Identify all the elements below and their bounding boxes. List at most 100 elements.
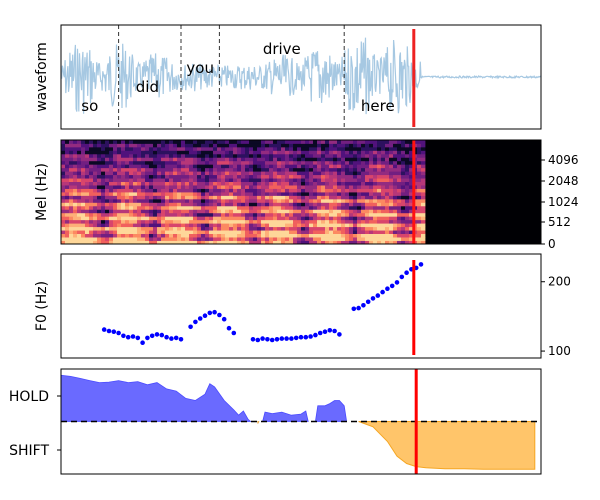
mel-cell — [229, 223, 234, 228]
mel-cell — [145, 230, 150, 234]
mel-cell — [177, 188, 182, 193]
mel-cell — [93, 226, 98, 231]
mel-cell — [309, 216, 314, 221]
mel-cell — [125, 216, 130, 221]
mel-cell — [237, 198, 242, 203]
mel-cell — [89, 167, 94, 172]
mel-cell — [249, 195, 254, 200]
mel-cell — [309, 192, 314, 196]
mel-cell — [237, 240, 242, 245]
mel-cell — [237, 164, 242, 169]
mel-cell — [293, 216, 298, 221]
mel-cell — [409, 146, 414, 151]
mel-cell — [105, 216, 110, 221]
mel-cell — [277, 160, 282, 165]
mel-cell — [221, 230, 226, 234]
mel-cell — [113, 195, 118, 200]
mel-cell — [373, 230, 378, 234]
mel-cell — [233, 216, 238, 221]
mel-cell — [117, 146, 122, 151]
mel-cell — [333, 178, 338, 182]
mel-cell — [141, 178, 146, 182]
mel-cell — [113, 181, 118, 186]
mel-cell — [193, 140, 198, 144]
mel-cell — [145, 205, 150, 210]
mel-cell — [269, 198, 274, 203]
mel-cell — [377, 233, 382, 238]
mel-cell — [213, 198, 218, 203]
mel-cell — [101, 233, 106, 238]
mel-tick-label-0: 0 — [548, 237, 556, 251]
mel-cell — [341, 167, 346, 172]
mel-cell — [277, 140, 282, 144]
mel-cell — [289, 212, 294, 217]
mel-cell — [237, 205, 242, 210]
mel-cell — [257, 181, 262, 186]
turn-plot — [61, 369, 541, 474]
mel-cell — [65, 140, 70, 144]
mel-cell — [73, 157, 78, 162]
mel-cell — [173, 216, 178, 221]
mel-cell — [225, 188, 230, 193]
mel-cell — [145, 160, 150, 165]
mel-cell — [125, 174, 130, 179]
mel-cell — [401, 226, 406, 231]
mel-cell — [253, 212, 258, 217]
mel-cell — [97, 192, 102, 196]
turn-tick-label-shift: SHIFT — [9, 443, 49, 459]
mel-cell — [417, 140, 422, 144]
mel-cell — [193, 212, 198, 217]
mel-cell — [373, 157, 378, 162]
mel-cell — [373, 226, 378, 231]
mel-cell — [389, 188, 394, 193]
mel-cell — [125, 198, 130, 203]
mel-cell — [317, 140, 322, 144]
mel-cell — [169, 157, 174, 162]
mel-cell — [265, 181, 270, 186]
mel-cell — [65, 192, 70, 196]
mel-cell — [133, 198, 138, 203]
mel-cell — [81, 164, 86, 169]
mel-cell — [345, 230, 350, 234]
mel-cell — [265, 195, 270, 200]
mel-cell — [305, 237, 310, 241]
mel-cell — [65, 146, 70, 151]
mel-cell — [417, 150, 422, 155]
mel-cell — [181, 205, 186, 210]
mel-cell — [205, 150, 210, 155]
mel-cell — [389, 195, 394, 200]
mel-cell — [205, 226, 210, 231]
mel-cell — [201, 146, 206, 151]
mel-cell — [349, 195, 354, 200]
mel-cell — [329, 202, 334, 207]
mel-cell — [373, 167, 378, 172]
mel-cell — [349, 240, 354, 245]
mel-cell — [77, 153, 82, 158]
mel-cell — [205, 174, 210, 179]
mel-cell — [177, 237, 182, 241]
mel-cell — [317, 209, 322, 214]
mel-cell — [157, 178, 162, 182]
mel-cell — [261, 195, 266, 200]
mel-cell — [405, 185, 410, 189]
mel-cell — [409, 167, 414, 172]
mel-cell — [169, 146, 174, 151]
mel-cell — [369, 233, 374, 238]
mel-cell — [257, 171, 262, 176]
f0-point — [380, 289, 385, 295]
mel-cell — [245, 171, 250, 176]
mel-cell — [117, 164, 122, 169]
mel-cell — [389, 205, 394, 210]
mel-cell — [393, 192, 398, 196]
mel-cell — [333, 157, 338, 162]
mel-cell — [129, 237, 134, 241]
mel-cell — [317, 192, 322, 196]
mel-cell — [61, 223, 66, 228]
mel-cell — [149, 226, 154, 231]
mel-cell — [205, 153, 210, 158]
mel-cell — [329, 140, 334, 144]
mel-cell — [249, 240, 254, 245]
mel-cell — [65, 237, 70, 241]
mel-cell — [405, 223, 410, 228]
mel-cell — [281, 192, 286, 196]
